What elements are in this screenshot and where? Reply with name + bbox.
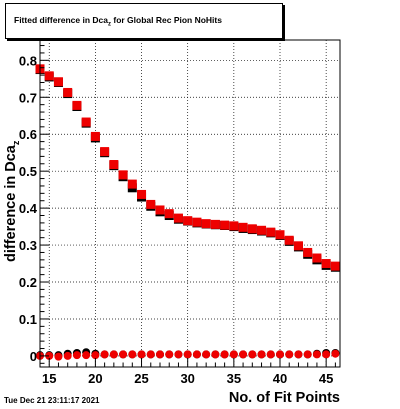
data-point	[91, 351, 100, 360]
data-point	[100, 350, 109, 359]
data-point	[312, 253, 322, 263]
data-point	[201, 219, 211, 229]
x-tick-label: 15	[42, 371, 56, 386]
data-point	[109, 350, 118, 359]
data-point	[63, 87, 73, 97]
data-point	[72, 100, 82, 110]
data-point	[146, 350, 155, 359]
data-points	[35, 64, 340, 361]
timestamp: Tue Dec 21 23:11:17 2021	[4, 396, 100, 405]
data-point	[239, 350, 248, 359]
data-point	[276, 350, 284, 359]
data-point	[44, 71, 54, 81]
data-point	[210, 219, 220, 229]
y-tick-label: 0.8	[19, 53, 37, 68]
y-tick-label: 0.5	[19, 164, 37, 179]
data-point	[229, 221, 239, 231]
data-point	[202, 350, 211, 359]
data-point	[137, 189, 147, 199]
x-tick-label: 20	[88, 371, 102, 386]
data-point	[72, 351, 81, 360]
data-point	[173, 213, 183, 223]
grid	[40, 40, 340, 367]
data-point	[137, 350, 146, 359]
data-point	[100, 147, 110, 157]
data-point	[293, 241, 303, 251]
y-tick-label: 0.7	[19, 90, 37, 105]
data-point	[248, 350, 257, 359]
y-tick-label: 0	[30, 349, 37, 364]
tick-labels: 15 20 25 30 35 40 45 0 0.1 0.2 0.3 0.4 0.5 0.6 0.7 0.8	[19, 53, 333, 386]
data-point	[54, 352, 63, 361]
data-point	[220, 220, 230, 230]
data-point	[229, 350, 238, 359]
data-point	[146, 199, 156, 209]
data-point	[127, 179, 137, 189]
data-point	[90, 131, 100, 141]
x-tick-label: 45	[319, 371, 333, 386]
data-point	[321, 259, 331, 269]
data-point	[192, 350, 201, 359]
axis-ticks	[39, 45, 336, 367]
data-point	[164, 209, 174, 219]
data-point	[53, 77, 63, 87]
data-point	[275, 230, 285, 240]
data-point	[294, 350, 303, 359]
data-point	[238, 222, 248, 232]
data-point	[82, 351, 91, 360]
y-tick-label: 0.6	[19, 127, 37, 142]
data-point	[192, 217, 202, 227]
data-point	[247, 224, 257, 234]
data-point	[266, 227, 276, 237]
data-point	[257, 350, 266, 359]
data-point	[220, 350, 229, 359]
data-point	[128, 350, 137, 359]
data-point	[183, 350, 192, 359]
y-tick-label: 0.2	[19, 275, 37, 290]
x-tick-label: 35	[227, 371, 241, 386]
data-point	[63, 351, 72, 360]
x-tick-label: 40	[273, 371, 287, 386]
data-point	[81, 117, 91, 127]
y-axis-label: difference in Dcaz	[3, 140, 21, 262]
data-point	[109, 160, 119, 170]
data-point	[257, 225, 267, 235]
x-tick-label: 25	[134, 371, 148, 386]
y-tick-label: 0.4	[19, 201, 38, 216]
data-point	[119, 350, 128, 359]
data-point	[45, 351, 54, 360]
data-point	[330, 261, 340, 271]
data-point	[266, 350, 275, 359]
data-point	[303, 247, 313, 257]
data-point	[165, 350, 174, 359]
data-point	[183, 216, 193, 226]
data-point	[211, 350, 220, 359]
data-point	[284, 235, 294, 245]
data-point	[303, 350, 312, 359]
x-tick-label: 30	[180, 371, 194, 386]
x-axis-label: No. of Fit Points	[228, 390, 340, 406]
data-point	[156, 350, 164, 359]
plot-frame	[39, 39, 341, 368]
data-point	[322, 350, 331, 359]
data-point	[155, 205, 165, 215]
y-tick-label: 0.3	[19, 238, 37, 253]
data-point	[331, 349, 340, 358]
chart-title: Fitted difference in Dcaz for Global Rec…	[14, 14, 222, 28]
data-point	[312, 350, 321, 359]
title-box: Fitted difference in Dcaz for Global Rec…	[5, 3, 283, 39]
y-tick-label: 0.1	[19, 312, 37, 327]
data-point	[285, 350, 294, 359]
data-point	[174, 350, 183, 359]
data-point	[118, 170, 128, 180]
